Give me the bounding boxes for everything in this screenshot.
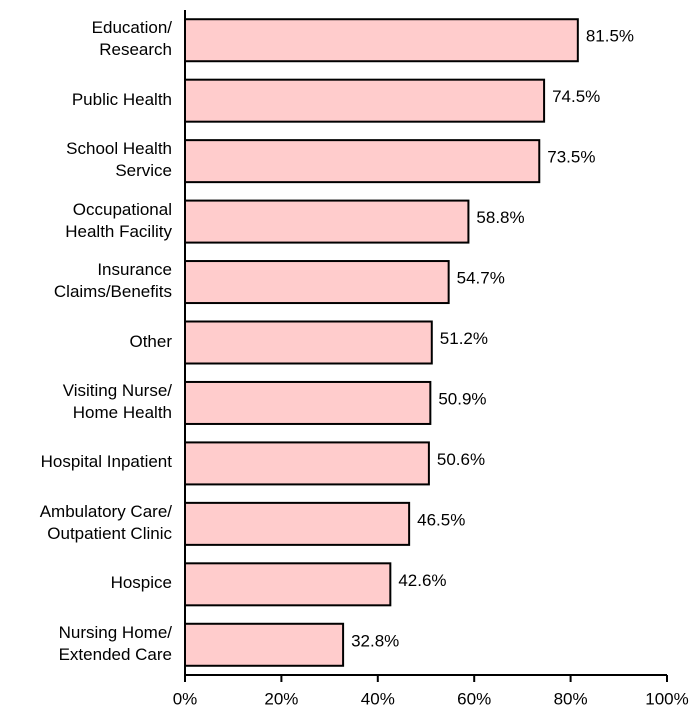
category-label: Ambulatory Care/ Outpatient Clinic [39,501,172,543]
value-label: 51.2% [440,329,488,348]
bar [184,622,345,667]
x-tick-label: 0% [173,689,198,708]
bar [184,18,579,63]
x-tick-label: 40% [361,689,395,708]
value-label: 32.8% [351,631,399,650]
category-label: Nursing Home/ Extended Care [58,622,172,664]
value-label: 46.5% [417,510,465,529]
bar [184,441,430,486]
x-tick-label: 100% [645,689,688,708]
category-label: Education/ Research [91,18,172,60]
category-label: Hospice [110,573,172,593]
value-label: 42.6% [398,571,446,590]
category-label: Occupational Health Facility [65,199,172,241]
category-label: Hospital Inpatient [40,452,172,472]
bar [184,199,470,244]
value-label: 50.6% [437,450,485,469]
bar [184,320,433,365]
bar [184,562,392,607]
bar [184,260,450,305]
category-label: Visiting Nurse/ Home Health [62,380,172,422]
value-label: 74.5% [552,87,600,106]
category-label: Insurance Claims/Benefits [53,260,172,302]
bar [184,380,432,425]
value-label: 54.7% [457,269,505,288]
value-label: 73.5% [547,148,595,167]
category-label: School Health Service [66,139,172,181]
value-label: 50.9% [438,389,486,408]
category-label: Other [129,331,172,351]
category-label: Public Health [71,89,172,109]
bar [184,78,546,123]
bar [184,501,411,546]
value-label: 81.5% [586,27,634,46]
value-label: 58.8% [476,208,524,227]
x-tick-label: 60% [457,689,491,708]
x-tick-label: 80% [554,689,588,708]
x-tick-label: 20% [264,689,298,708]
bar [184,139,541,184]
